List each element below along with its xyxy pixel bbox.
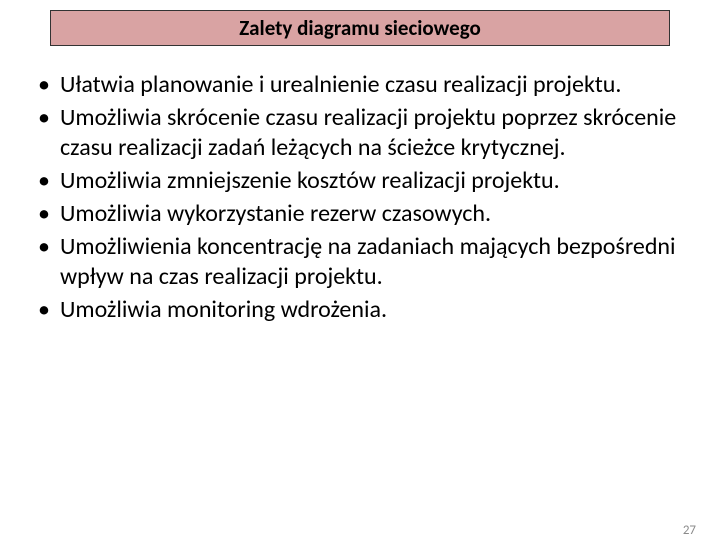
page-number: 27 xyxy=(683,523,696,538)
list-item: Umożliwia zmniejszenie kosztów realizacj… xyxy=(32,166,688,197)
bullet-list: Ułatwia planowanie i urealnienie czasu r… xyxy=(32,70,688,326)
title-bar: Zalety diagramu sieciowego xyxy=(50,10,670,46)
slide-body: Ułatwia planowanie i urealnienie czasu r… xyxy=(32,70,688,326)
list-item: Umożliwia wykorzystanie rezerw czasowych… xyxy=(32,199,688,230)
list-item: Ułatwia planowanie i urealnienie czasu r… xyxy=(32,70,688,101)
list-item: Umożliwia monitoring wdrożenia. xyxy=(32,295,688,326)
slide-title: Zalety diagramu sieciowego xyxy=(239,15,480,41)
list-item: Umożliwia skrócenie czasu realizacji pro… xyxy=(32,103,688,164)
list-item: Umożliwienia koncentrację na zadaniach m… xyxy=(32,232,688,293)
